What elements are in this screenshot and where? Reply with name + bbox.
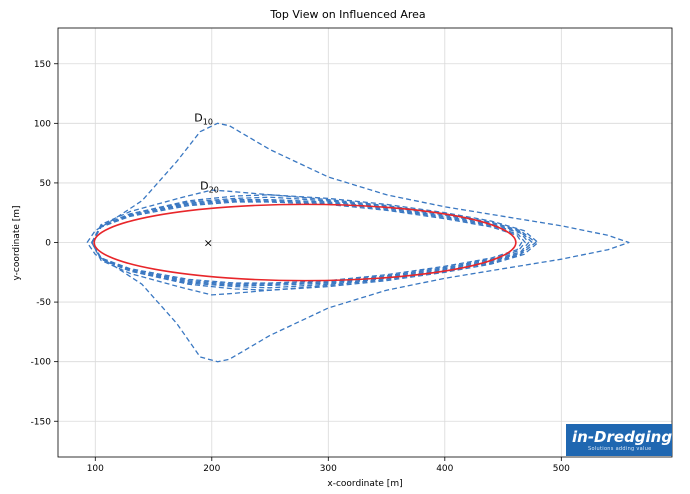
x-tick-label: 200 xyxy=(203,464,220,474)
y-tick-label: 150 xyxy=(34,60,51,70)
annotation-subscript: 20 xyxy=(209,185,219,194)
annotation-base: D xyxy=(194,111,202,124)
y-tick-label: 0 xyxy=(45,239,51,249)
y-tick-label: -150 xyxy=(31,417,52,427)
center-marker: × xyxy=(204,237,213,250)
y-axis-label: y-coordinate [m] xyxy=(12,205,22,280)
x-tick-label: 300 xyxy=(320,464,337,474)
series-d10-contour xyxy=(86,122,630,363)
y-axis: -150 -100 -50 0 50 100 150 xyxy=(31,60,58,427)
x-tick-label: 500 xyxy=(553,464,570,474)
marker-layer: × xyxy=(204,237,213,250)
logo-wordmark: in-Dredging xyxy=(572,428,673,446)
annotation-base: D xyxy=(200,179,208,192)
y-tick-label: 50 xyxy=(40,179,52,189)
chart-title: Top View on Influenced Area xyxy=(269,8,425,21)
x-tick-label: 100 xyxy=(87,464,104,474)
series-contour-4 xyxy=(91,200,526,285)
annotation-subscript: 10 xyxy=(203,117,213,126)
y-tick-label: -100 xyxy=(31,358,52,368)
y-tick-label: -50 xyxy=(36,298,51,308)
series-contour-1 xyxy=(91,194,537,291)
x-axis-label: x-coordinate [m] xyxy=(327,479,402,489)
data-series xyxy=(86,122,630,363)
series-hull-ellipse xyxy=(93,203,517,282)
logo-tagline: Solutions adding value xyxy=(588,446,652,452)
series-contour-2 xyxy=(91,196,533,289)
in-dredging-logo: in-Dredging Solutions adding value xyxy=(566,424,672,456)
series-d20-contour xyxy=(91,189,539,296)
y-tick-label: 100 xyxy=(34,119,51,129)
annotation-d20: D20 xyxy=(200,179,219,194)
grid-lines xyxy=(58,28,672,457)
series-contour-3 xyxy=(91,198,530,287)
annotation-d10: D10 xyxy=(194,111,213,126)
x-axis: 100 200 300 400 500 xyxy=(87,457,570,474)
series-contour-5 xyxy=(91,201,523,284)
x-tick-label: 400 xyxy=(436,464,453,474)
